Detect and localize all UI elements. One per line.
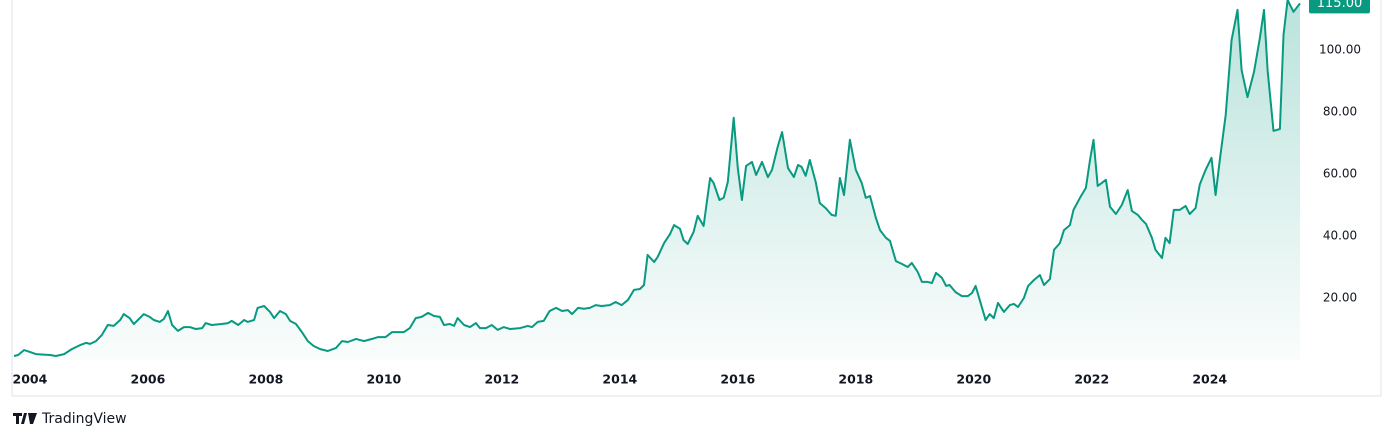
x-tick-label: 2012 [484,372,519,387]
x-tick-label: 2008 [248,372,283,387]
y-tick-label: 100.00 [1319,42,1361,56]
y-tick-label: 60.00 [1323,166,1357,180]
y-tick-label: 40.00 [1323,228,1357,242]
last-price-box [1309,0,1370,14]
x-tick-label: 2010 [366,372,401,387]
area [14,0,1300,360]
y-tick-label: 80.00 [1323,104,1357,118]
price-line [13,0,1301,357]
x-tick-label: 2014 [602,372,637,387]
x-tick-label: 2018 [838,372,873,387]
watermark: TradingView [41,411,127,427]
x-tick-label: 2024 [1192,372,1227,387]
x-tick-label: 2004 [13,372,48,387]
x-tick-label: 2006 [131,372,166,387]
logo: TradingView [13,411,127,427]
x-tick-label: 2016 [720,372,755,387]
x-tick-label: 2022 [1074,372,1109,387]
last-price-label: 115.00 [1317,0,1363,11]
x-tick-label: 2020 [956,372,991,387]
y-tick-label: 20.00 [1323,290,1357,304]
